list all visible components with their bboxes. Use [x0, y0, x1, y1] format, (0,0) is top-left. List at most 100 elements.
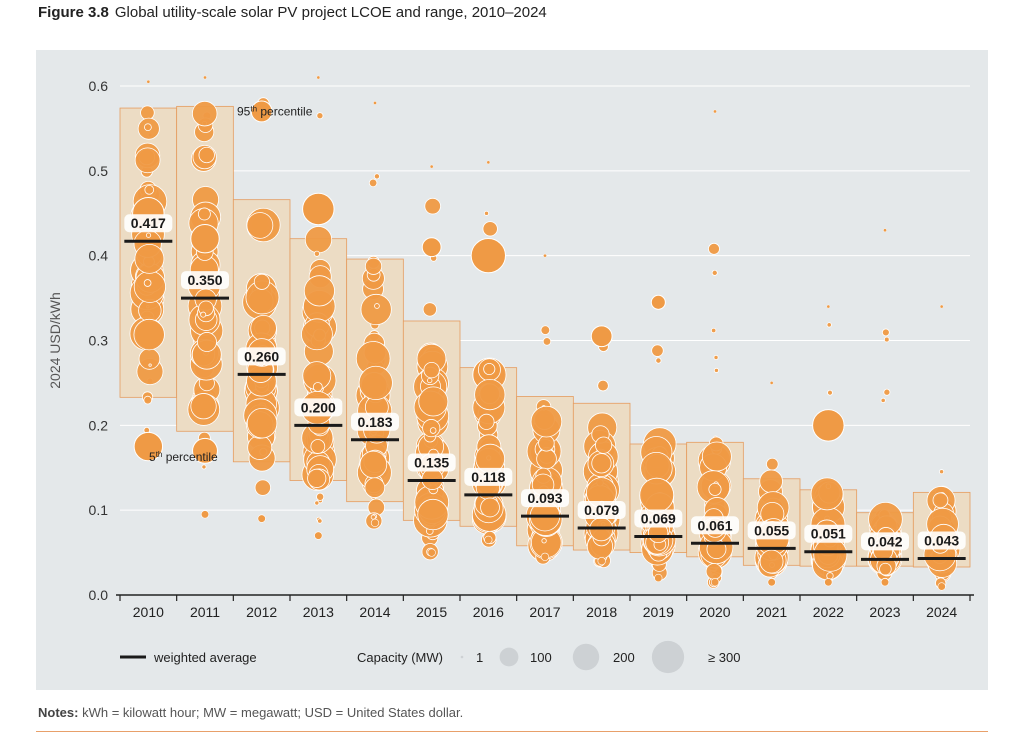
x-tick-label: 2011: [190, 604, 220, 620]
legend-size-label: 100: [530, 650, 552, 665]
average-label-bg: [691, 516, 739, 535]
x-tick-label: 2020: [699, 604, 730, 620]
project-bubble: [939, 304, 944, 309]
project-bubble: [538, 435, 555, 452]
lcoe-chart: 0.0 0.1 0.2 0.3 0.4 0.5 0.6 0.417 0.350 0.260 0.20…: [47, 75, 974, 674]
project-bubble: [769, 381, 774, 385]
project-bubble: [424, 197, 441, 215]
project-bubble: [200, 311, 207, 318]
average-label: 0.051: [811, 526, 846, 542]
project-bubble: [373, 173, 380, 180]
legend-size-label: 1: [476, 650, 483, 665]
x-tick-label: 2015: [416, 604, 447, 620]
project-bubble: [192, 437, 218, 464]
x-tick-label: 2019: [643, 604, 674, 620]
project-bubble: [710, 327, 717, 334]
project-bubble: [759, 549, 784, 574]
project-bubble: [373, 101, 377, 105]
x-tick-label: 2022: [813, 604, 844, 620]
project-bubble: [483, 362, 496, 376]
average-label: 0.118: [471, 469, 505, 485]
x-tick-label: 2023: [869, 604, 900, 620]
figure-label: Figure 3.8: [38, 4, 109, 21]
project-bubble: [201, 464, 207, 470]
project-bubble: [470, 238, 506, 274]
project-bubble: [536, 448, 557, 470]
average-label-bg: [237, 347, 286, 366]
average-label: 0.061: [697, 517, 732, 533]
legend-size-label: 200: [613, 650, 635, 665]
annotation-95th-suffix: th: [250, 104, 257, 113]
project-bubble: [257, 514, 266, 523]
project-bubble: [651, 344, 664, 357]
project-bubble: [144, 184, 155, 195]
project-bubble: [317, 518, 323, 524]
project-bubble: [423, 361, 440, 379]
project-bubble: [310, 439, 326, 454]
annotation-5th-text: percentile: [162, 450, 218, 464]
project-bubble: [368, 178, 378, 188]
project-bubble: [133, 318, 165, 351]
project-bubble: [134, 243, 165, 274]
project-bubble: [133, 270, 166, 303]
project-bubble: [540, 325, 551, 335]
average-label: 0.183: [357, 414, 392, 430]
project-bubble: [590, 325, 613, 348]
project-bubble: [302, 192, 335, 226]
figure-title-text: Global utility-scale solar PV project LC…: [114, 4, 547, 21]
project-bubble: [143, 279, 152, 287]
project-bubble: [140, 105, 155, 120]
annotation-95th-text: percentile: [257, 105, 313, 119]
average-label-bg: [747, 521, 796, 540]
average-label: 0.417: [131, 215, 166, 231]
project-bubble: [826, 322, 832, 328]
project-bubble: [246, 212, 274, 239]
project-bubble: [145, 232, 152, 238]
x-tick-label: 2014: [359, 604, 390, 620]
project-bubble: [253, 273, 270, 290]
project-bubble: [655, 357, 662, 364]
project-bubble: [422, 302, 437, 317]
project-bubble: [654, 573, 663, 583]
footer-rule: [36, 731, 988, 732]
average-label: 0.093: [527, 490, 562, 506]
project-bubble: [370, 514, 376, 520]
chart-panel: 0.0 0.1 0.2 0.3 0.4 0.5 0.6 0.417 0.350 0.260 0.20…: [36, 50, 988, 690]
project-bubble: [879, 562, 892, 576]
average-label-bg: [464, 467, 513, 486]
project-bubble: [133, 431, 164, 462]
project-bubble: [595, 436, 613, 454]
project-bubble: [826, 304, 831, 309]
project-bubble: [197, 207, 211, 221]
average-label: 0.200: [301, 399, 336, 415]
project-bubble: [767, 578, 776, 587]
project-bubble: [374, 303, 380, 309]
project-bubble: [827, 389, 833, 396]
x-tick-label: 2021: [756, 604, 787, 620]
project-bubble: [939, 469, 945, 475]
project-bubble: [883, 388, 891, 396]
project-bubble: [541, 538, 547, 544]
project-bubble: [303, 275, 335, 307]
x-tick-label: 2010: [133, 604, 164, 620]
project-bubble: [192, 100, 218, 127]
project-bubble: [484, 535, 493, 544]
average-label: 0.069: [641, 510, 676, 526]
project-bubble: [316, 112, 324, 120]
average-label: 0.042: [867, 533, 902, 549]
notes-label: Notes:: [38, 705, 79, 720]
project-bubble: [254, 479, 271, 496]
project-bubble: [427, 377, 433, 384]
y-tick-label: 0.5: [89, 163, 109, 179]
project-bubble: [246, 407, 278, 439]
project-bubble: [203, 75, 207, 80]
project-bubble: [364, 257, 383, 275]
project-bubble: [314, 500, 320, 506]
average-label-bg: [294, 398, 343, 417]
project-bubble: [144, 123, 152, 132]
project-bubble: [146, 79, 151, 84]
project-bubble: [301, 318, 333, 351]
project-bubble: [482, 221, 498, 237]
project-bubble: [597, 556, 606, 566]
y-tick-label: 0.2: [89, 417, 109, 433]
